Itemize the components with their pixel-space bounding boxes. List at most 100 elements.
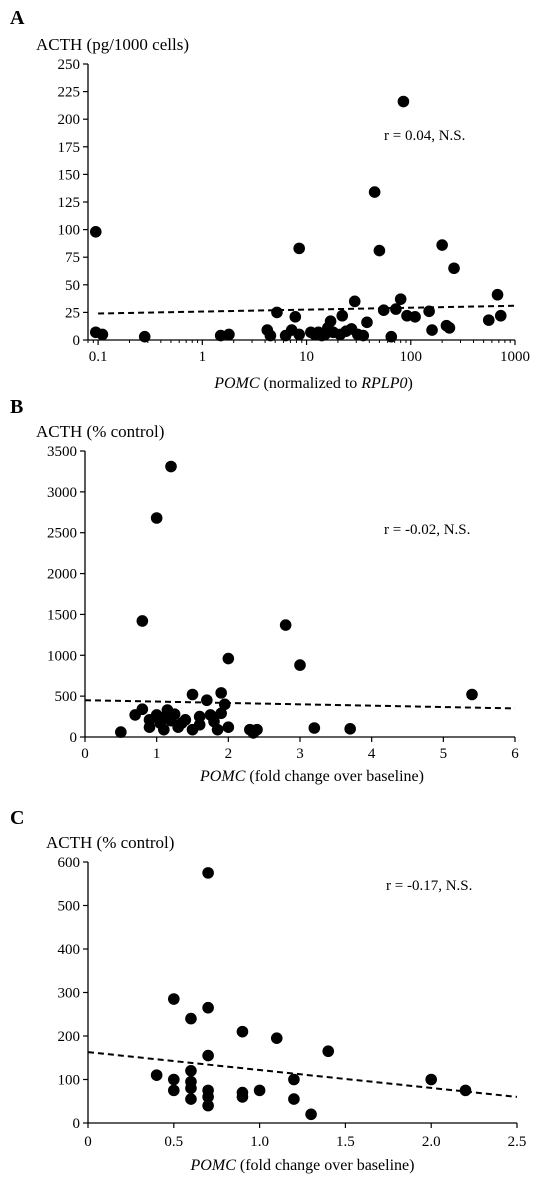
data-point	[294, 659, 306, 671]
data-point	[236, 1025, 249, 1038]
x-tick-label: 0	[81, 746, 89, 762]
data-point	[308, 722, 321, 734]
data-point	[443, 322, 456, 334]
y-tick-label: 600	[58, 855, 81, 871]
trend-line	[98, 304, 516, 315]
data-point	[136, 615, 149, 627]
data-point	[448, 262, 460, 275]
y-tick-label: 75	[65, 250, 80, 266]
x-axis-label-part: )	[407, 375, 412, 392]
data-point	[368, 186, 381, 198]
x-axis-label-part: POMC	[213, 375, 260, 392]
data-point	[185, 1012, 197, 1025]
x-tick-label: 5	[440, 746, 448, 762]
data-point	[201, 694, 213, 707]
data-point	[185, 1093, 197, 1105]
x-axis-label-part: RPLP0	[360, 375, 407, 392]
data-point	[482, 314, 495, 326]
x-tick-label: 10	[299, 349, 314, 365]
y-tick-label: 250	[58, 57, 81, 73]
panel-letter: A	[10, 7, 25, 29]
y-tick-label: 3000	[47, 485, 77, 501]
y-tick-label: 1500	[47, 607, 77, 623]
data-point	[223, 328, 235, 341]
data-point	[202, 1001, 214, 1014]
data-point	[293, 328, 305, 341]
data-point	[253, 1084, 266, 1097]
data-point	[324, 315, 337, 328]
data-point	[322, 1045, 335, 1058]
data-point	[397, 95, 410, 108]
x-tick-label: 6	[511, 746, 519, 762]
y-tick-label: 1000	[47, 648, 77, 664]
panel-letter: C	[10, 807, 24, 829]
data-point	[202, 1091, 214, 1103]
x-tick-label: 2.0	[422, 1134, 441, 1150]
data-point	[115, 726, 127, 738]
data-point	[185, 1065, 197, 1077]
data-point	[344, 723, 356, 735]
data-point	[394, 293, 407, 305]
data-point	[377, 304, 390, 316]
y-tick-label: 100	[58, 223, 81, 239]
y-tick-label: 175	[58, 140, 81, 156]
panel-c: C ACTH (% control) 0 100 200 300 400 500 600 0 0.5…	[10, 807, 526, 1174]
x-tick-label: 100	[400, 349, 423, 365]
x-axis-label: POMC (fold change over baseline)	[190, 1157, 415, 1174]
data-point	[491, 288, 504, 301]
data-point	[288, 1073, 300, 1086]
x-axis-label-part: (fold change over baseline)	[236, 1157, 415, 1174]
data-point	[270, 1032, 283, 1044]
data-point	[215, 687, 227, 699]
y-tick-label: 200	[58, 1029, 81, 1045]
data-point	[202, 867, 214, 879]
y-tick-label: 200	[58, 112, 81, 128]
data-point	[293, 242, 305, 255]
data-point	[186, 688, 199, 701]
data-point	[150, 512, 163, 524]
x-axis-label: POMC (fold change over baseline)	[199, 768, 424, 785]
data-point	[459, 1084, 472, 1097]
x-tick-label: 2.5	[508, 1134, 527, 1150]
data-point	[357, 329, 370, 342]
data-point	[251, 723, 263, 736]
data-point	[168, 1073, 180, 1086]
data-point	[348, 295, 361, 308]
x-tick-label: 2	[225, 746, 233, 762]
correlation-annotation: r = 0.04, N.S.	[384, 128, 465, 144]
y-tick-label: 50	[65, 278, 80, 294]
data-point	[425, 1073, 438, 1086]
x-tick-label: 1	[153, 746, 161, 762]
data-point	[218, 698, 231, 711]
x-axis-label-part: POMC	[190, 1157, 237, 1174]
x-tick-label: 1.5	[336, 1134, 355, 1150]
data-point	[150, 1069, 163, 1081]
data-point	[138, 330, 151, 343]
y-axis-label: ACTH (% control)	[46, 833, 174, 852]
data-point	[222, 721, 235, 733]
y-tick-label: 150	[58, 167, 81, 183]
y-tick-label: 3500	[47, 444, 77, 460]
data-point	[179, 714, 192, 726]
data-point	[202, 1099, 214, 1112]
data-point	[279, 619, 292, 631]
x-axis-label-part: POMC	[199, 768, 246, 785]
data-point	[466, 688, 478, 701]
data-point	[211, 723, 224, 736]
y-tick-label: 500	[58, 899, 81, 915]
x-tick-label: 1	[199, 349, 207, 365]
data-point	[494, 309, 507, 322]
panel-letter: B	[10, 396, 23, 418]
correlation-annotation: r = -0.17, N.S.	[386, 878, 472, 894]
data-point	[193, 710, 206, 723]
y-tick-label: 0	[70, 730, 78, 746]
data-point	[336, 309, 349, 322]
data-point	[202, 1049, 214, 1062]
data-point	[426, 324, 438, 336]
x-tick-label: 0	[84, 1134, 92, 1150]
y-tick-label: 225	[58, 85, 81, 101]
y-axis-label: ACTH (% control)	[36, 422, 164, 441]
data-point	[215, 707, 227, 720]
y-tick-label: 2500	[47, 526, 77, 542]
data-point	[385, 330, 398, 343]
